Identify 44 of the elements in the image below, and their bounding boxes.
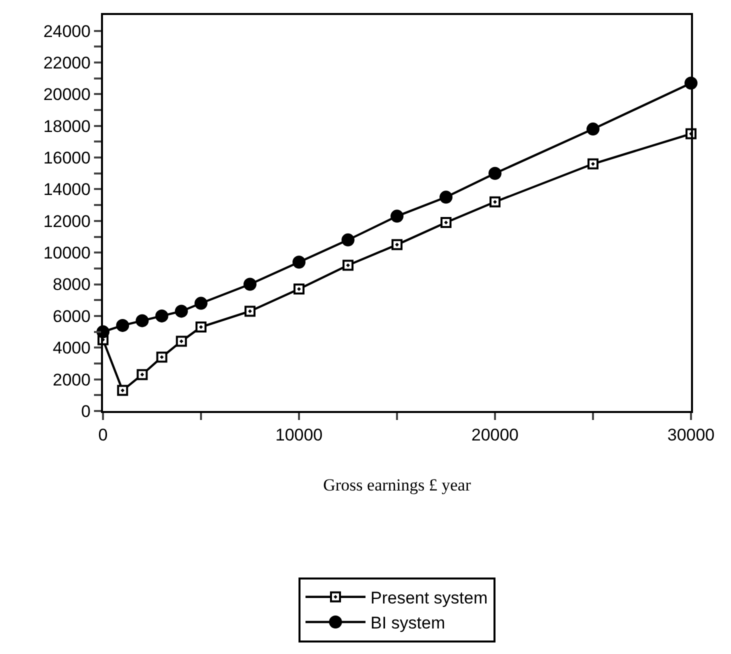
point [490,196,500,208]
y-tick-label: 22000 [43,53,91,72]
point [440,190,452,204]
y-tick-label: 16000 [43,148,91,168]
point [136,314,149,328]
point [194,296,208,310]
point [342,233,354,246]
point [174,304,188,318]
point [156,352,168,363]
point [176,336,187,347]
y-tick-label: 12000 [43,212,91,231]
x-tick-label: 30000 [667,425,715,444]
legend-label: Present system [370,588,488,608]
point [440,217,452,228]
x-tick-label: 20000 [471,425,519,444]
x-tick-label: 0 [98,425,108,444]
y-tick-label: 0 [81,402,91,421]
y-tick-label: 4000 [52,338,91,358]
legend-label: BI system [370,614,446,633]
x-axis-title: Gross earnings £ year [323,475,472,494]
point [244,278,256,291]
y-tick-label: 8000 [52,275,91,294]
x-tick-label: 10000 [275,425,323,444]
y-tick-label: 24000 [43,22,91,41]
y-tick-label: 2000 [52,370,91,390]
y-tick-label: 6000 [52,306,91,326]
y-tick-label: 14000 [43,180,91,200]
point [342,260,354,271]
y-tick-label: 18000 [43,116,91,136]
point [390,210,404,223]
y-tick-label: 10000 [43,244,91,263]
point [292,256,306,269]
point [155,309,168,322]
point [488,166,502,180]
point [196,322,206,333]
point [588,158,598,170]
point [586,122,600,136]
point [244,306,256,317]
point [294,284,304,295]
point [136,369,148,380]
point [116,318,130,332]
point [117,384,128,396]
point [392,239,402,250]
y-tick-label: 20000 [43,85,91,104]
